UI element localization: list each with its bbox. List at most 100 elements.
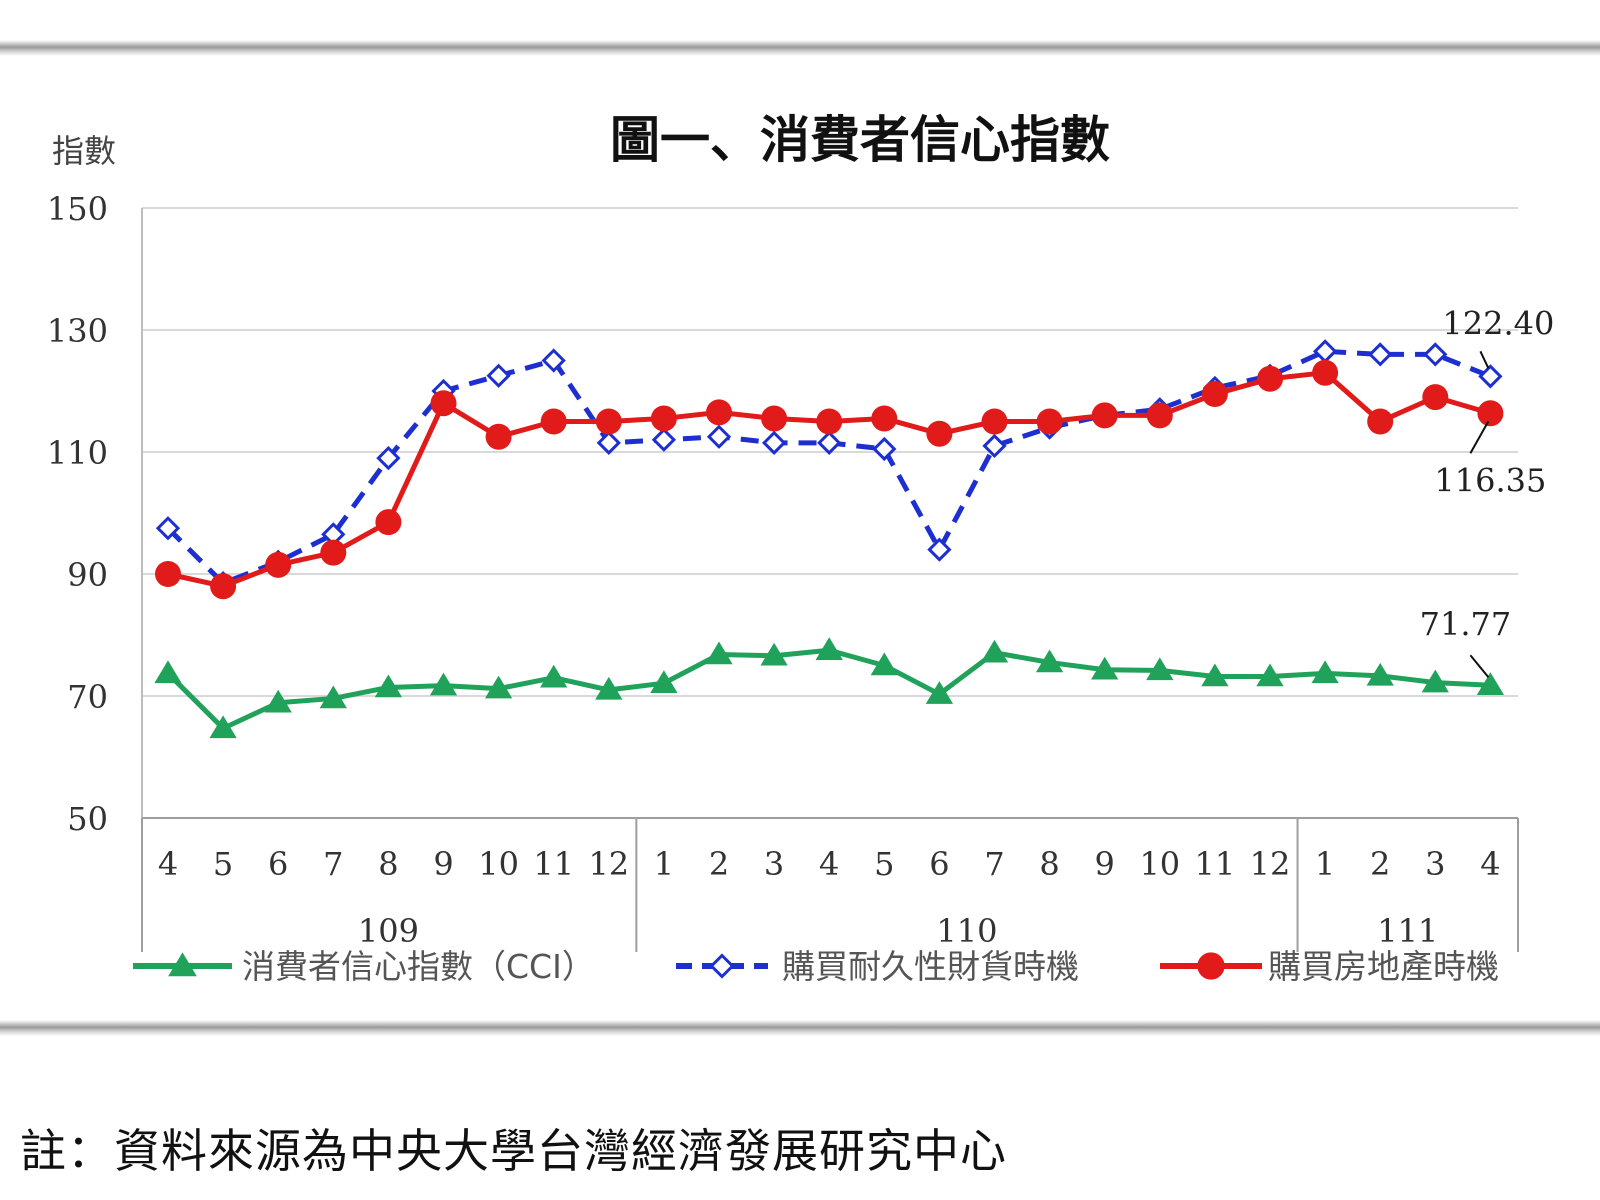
x-tick-label: 7 (323, 845, 343, 883)
point-triangle (870, 652, 898, 676)
point-triangle (1366, 662, 1394, 686)
annotation-leader (1469, 420, 1490, 454)
chart-title: 圖一、消費者信心指數 (610, 111, 1110, 169)
y-tick-150: 150 (47, 190, 108, 228)
point-circle (485, 423, 512, 450)
point-triangle (209, 715, 237, 739)
legend: 消費者信心指數（CCI） 購買耐久性財貨時機 購買房地產時機 (133, 947, 1499, 986)
x-tick-label: 5 (874, 845, 894, 883)
point-diamond (872, 436, 897, 462)
point-circle (375, 509, 402, 536)
legend-item-triangle: 消費者信心指數（CCI） (133, 947, 595, 986)
series-triangle (154, 637, 1505, 739)
point-circle (761, 405, 788, 432)
annotation-label: 116.35 (1434, 461, 1546, 499)
point-diamond (1368, 342, 1393, 367)
x-tick-label: 8 (1039, 845, 1059, 883)
data-series (154, 339, 1505, 739)
point-circle (871, 405, 898, 432)
legend-item-circle: 購買房地產時機 (1160, 947, 1499, 986)
point-triangle (1256, 663, 1284, 687)
x-tick-label: 1 (1315, 845, 1335, 883)
point-triangle (1146, 657, 1174, 681)
point-diamond (982, 433, 1007, 459)
legend-marker-diamond (709, 953, 735, 979)
point-circle (1091, 402, 1118, 429)
point-triangle (705, 641, 733, 665)
point-circle (1312, 359, 1339, 386)
point-triangle (374, 674, 403, 698)
y-tick-labels: 150 130 110 90 70 50 (47, 190, 108, 838)
point-circle (265, 551, 292, 578)
point-triangle (319, 685, 347, 709)
point-diamond (596, 430, 621, 455)
annotation-leader (1479, 350, 1490, 369)
x-tick-label: 8 (378, 845, 398, 883)
point-diamond (817, 430, 842, 455)
y-tick-130: 130 (47, 312, 108, 350)
x-tick-label: 3 (764, 845, 784, 883)
x-tick-labels: 4 5 6 7 8 9 10 11 12 1 2 3 4 5 6 7 8 9 10 11 12 1 2 3 4 (158, 845, 1501, 883)
point-diamond (486, 363, 511, 388)
legend-item-diamond: 購買耐久性財貨時機 (676, 947, 1079, 986)
y-axis-label: 指數 (52, 132, 116, 170)
point-triangle (484, 675, 513, 699)
point-triangle (650, 670, 678, 693)
annotation-label: 71.77 (1420, 605, 1512, 643)
point-circle (1146, 402, 1173, 429)
point-diamond (1312, 339, 1338, 364)
point-circle (155, 561, 181, 587)
point-circle (816, 408, 843, 435)
legend-label: 購買耐久性財貨時機 (782, 947, 1079, 986)
annotation-label: 122.40 (1442, 304, 1554, 342)
point-triangle (1476, 672, 1505, 695)
x-tick-label: 4 (1480, 845, 1500, 883)
point-triangle (264, 689, 292, 713)
x-tick-label: 12 (1250, 845, 1291, 883)
point-circle (1477, 400, 1504, 427)
series-line-circle (167, 370, 1492, 589)
point-triangle (1201, 663, 1229, 687)
x-tick-label: 6 (268, 845, 288, 883)
point-triangle (760, 642, 788, 666)
point-triangle (154, 660, 182, 684)
point-diamond (376, 445, 401, 471)
x-tick-label: 6 (929, 845, 949, 883)
x-tick-label: 9 (1095, 845, 1115, 883)
point-diamond (706, 424, 732, 449)
point-circle (210, 573, 237, 600)
point-triangle (815, 637, 843, 660)
point-circle (320, 539, 347, 566)
source-note: 註：資料來源為中央大學台灣經濟發展研究中心 (20, 1124, 1007, 1178)
x-tick-label: 2 (709, 845, 729, 883)
x-tick-label: 4 (819, 845, 839, 883)
x-tick-label: 5 (213, 845, 233, 883)
year-group-labels: 109 110 111 (358, 912, 1438, 950)
point-circle (981, 408, 1008, 435)
point-triangle (925, 681, 954, 704)
x-tick-label: 10 (478, 845, 519, 883)
point-diamond (155, 516, 181, 541)
year-label-109: 109 (358, 912, 419, 950)
point-triangle (540, 664, 568, 688)
point-triangle (1421, 669, 1449, 693)
year-label-111: 111 (1377, 912, 1438, 950)
y-tick-50: 50 (67, 800, 108, 838)
x-tick-label: 4 (158, 845, 178, 883)
legend-label: 購買房地產時機 (1268, 947, 1499, 986)
point-circle (1257, 365, 1283, 392)
point-triangle (980, 639, 1009, 663)
y-tick-110: 110 (47, 434, 108, 472)
frame-bottom-border (0, 1020, 1600, 1036)
x-tick-label: 11 (533, 845, 574, 883)
point-circle (430, 390, 457, 417)
point-diamond (651, 427, 677, 452)
point-circle (706, 399, 732, 426)
x-tick-label: 2 (1370, 845, 1390, 883)
x-tick-label: 11 (1195, 845, 1236, 883)
y-tick-90: 90 (67, 556, 108, 594)
point-diamond (927, 537, 952, 562)
x-tick-label: 9 (433, 845, 453, 883)
point-triangle (1091, 656, 1119, 680)
point-diamond (1478, 364, 1503, 389)
